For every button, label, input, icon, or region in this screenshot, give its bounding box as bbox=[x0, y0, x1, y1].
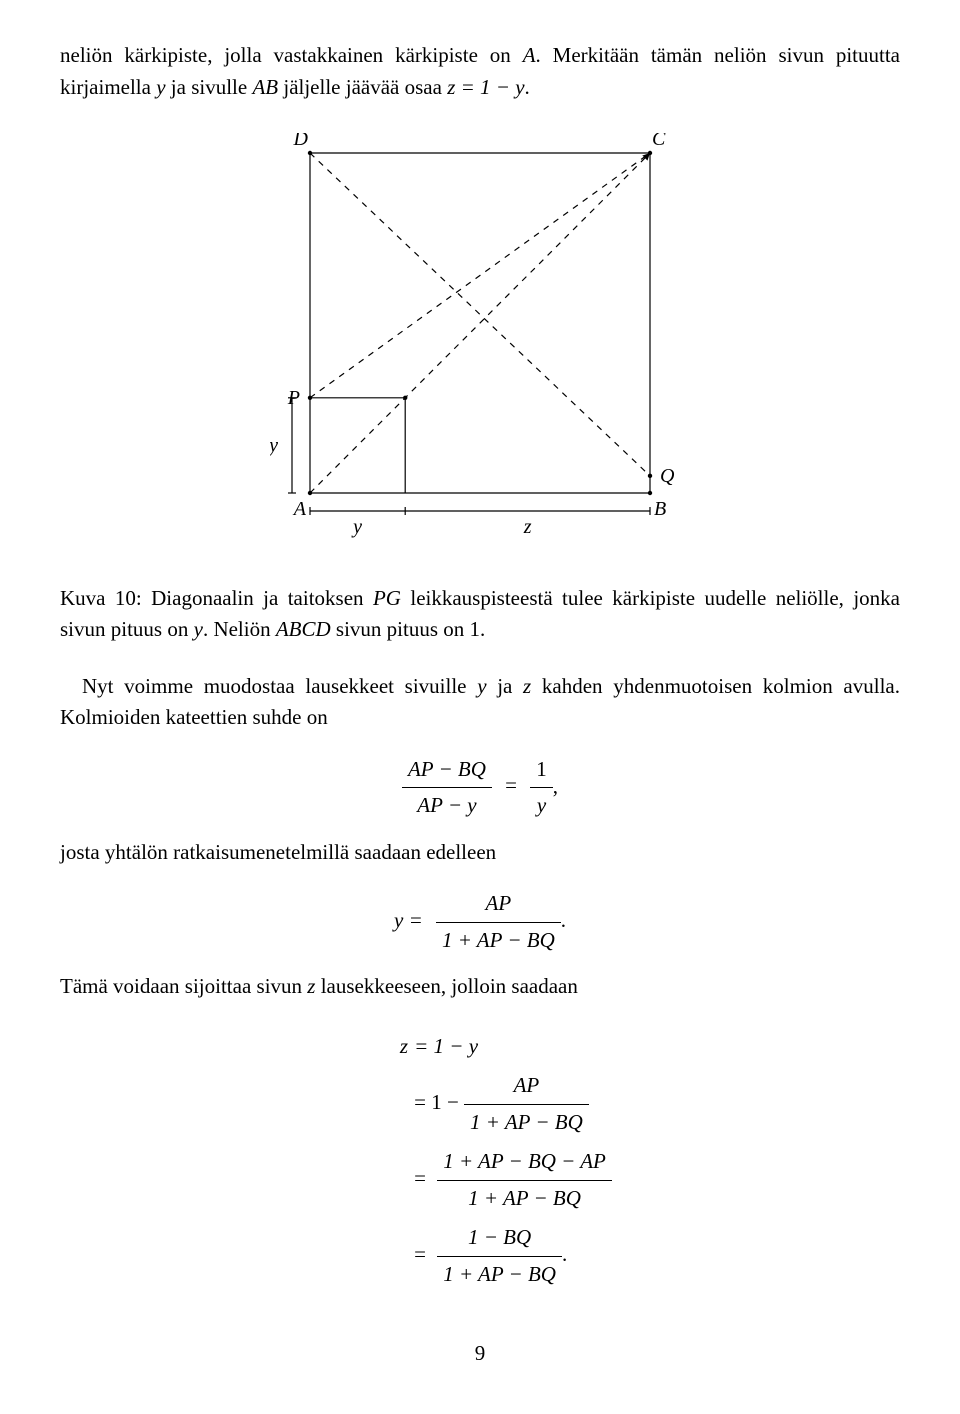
figure-10: y z y D C A B P Q bbox=[60, 133, 900, 563]
svg-text:C: C bbox=[652, 133, 666, 150]
paragraph-4: Tämä voidaan sijoittaa sivun z lausekkee… bbox=[60, 971, 900, 1003]
figure-caption: Kuva 10: Diagonaalin ja taitoksen PG lei… bbox=[60, 583, 900, 646]
svg-text:y: y bbox=[351, 516, 362, 538]
svg-text:B: B bbox=[654, 498, 666, 520]
page-number: 9 bbox=[60, 1338, 900, 1370]
equation-2: y = AP 1 + AP − BQ . bbox=[60, 888, 900, 956]
paragraph-2: Nyt voimme muodostaa lausekkeet sivuille… bbox=[60, 671, 900, 734]
svg-text:P: P bbox=[287, 387, 300, 409]
svg-text:z: z bbox=[523, 516, 532, 538]
svg-text:A: A bbox=[292, 498, 307, 520]
paragraph-1: neliön kärkipiste, jolla vastakkainen kä… bbox=[60, 40, 900, 103]
paragraph-3: josta yhtälön ratkaisumenetelmillä saada… bbox=[60, 837, 900, 869]
svg-text:D: D bbox=[293, 133, 309, 150]
diagram-svg: y z y D C A B P Q bbox=[270, 133, 690, 553]
svg-text:Q: Q bbox=[660, 465, 675, 487]
equation-3: z = 1 − y = 1 − AP 1 + AP − BQ = 1 + AP … bbox=[60, 1023, 900, 1299]
svg-text:y: y bbox=[270, 434, 278, 456]
equation-1: AP − BQ AP − y = 1 y , bbox=[60, 754, 900, 822]
